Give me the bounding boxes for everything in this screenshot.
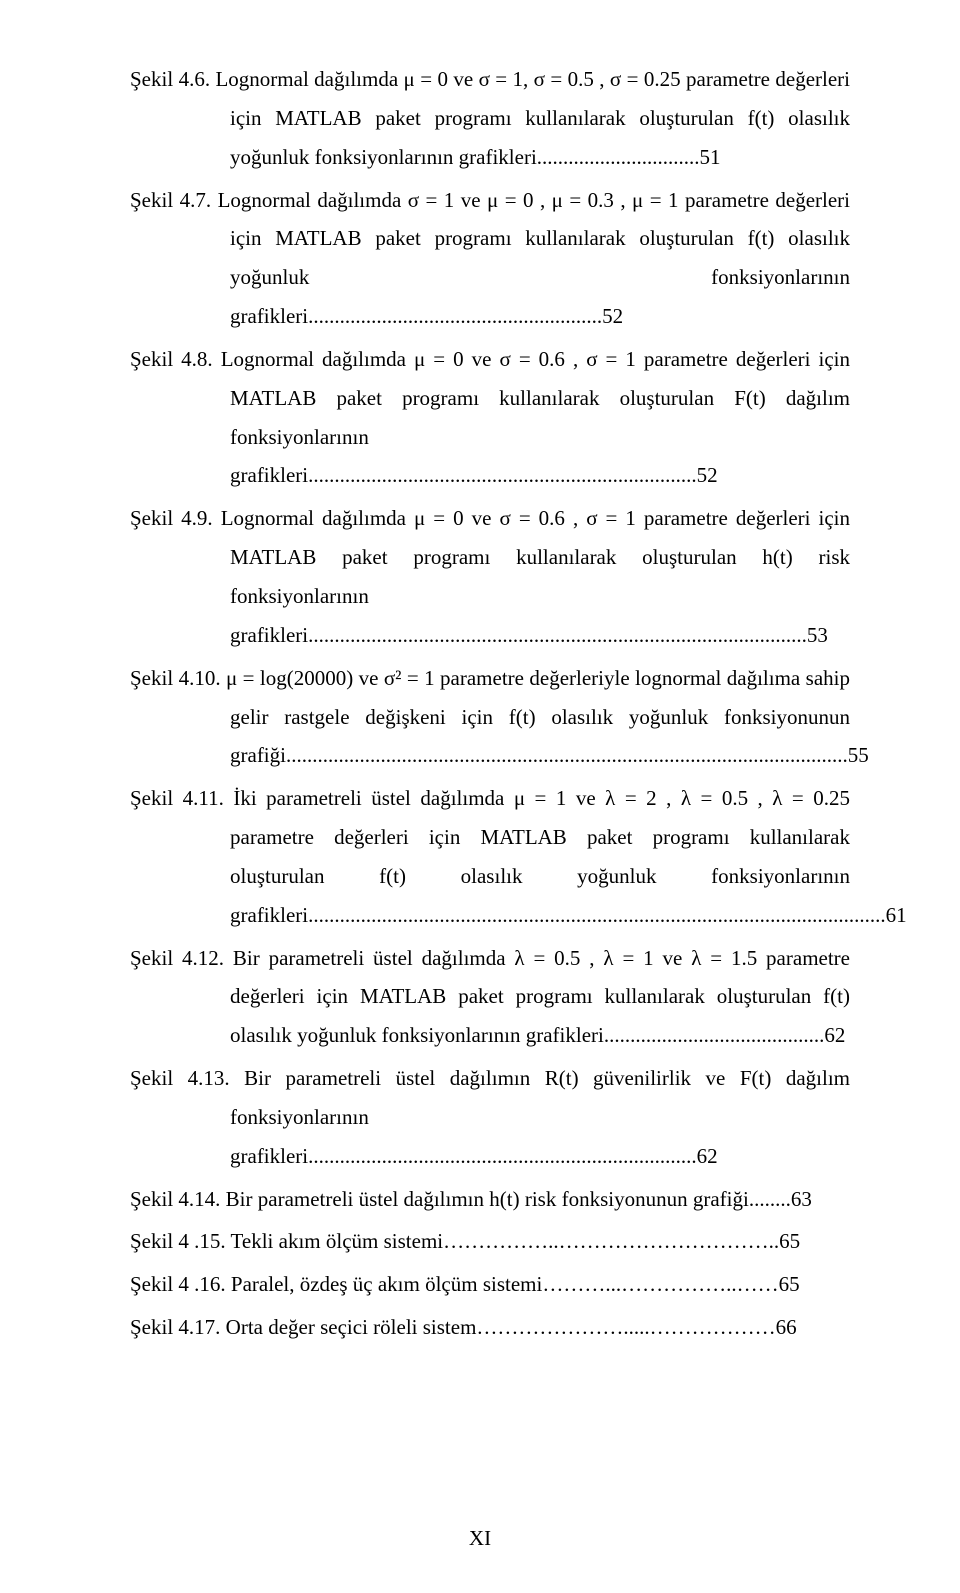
page: Şekil 4.6. Lognormal dağılımda μ = 0 ve … xyxy=(0,0,960,1593)
figure-entry: Şekil 4.10. μ = log(20000) ve σ² = 1 par… xyxy=(130,659,850,776)
figure-entry: Şekil 4.13. Bir parametreli üstel dağılı… xyxy=(130,1059,850,1176)
figure-entry: Şekil 4.9. Lognormal dağılımda μ = 0 ve … xyxy=(130,499,850,654)
figure-entry: Şekil 4.12. Bir parametreli üstel dağılı… xyxy=(130,939,850,1056)
figure-entry: Şekil 4.6. Lognormal dağılımda μ = 0 ve … xyxy=(130,60,850,177)
figure-entry: Şekil 4.17. Orta değer seçici röleli sis… xyxy=(130,1308,850,1347)
figure-entry: Şekil 4 .16. Paralel, özdeş üç akım ölçü… xyxy=(130,1265,850,1304)
figure-entry: Şekil 4.14. Bir parametreli üstel dağılı… xyxy=(130,1180,850,1219)
figure-entry: Şekil 4.11. İki parametreli üstel dağılı… xyxy=(130,779,850,934)
page-number: XI xyxy=(0,1526,960,1551)
figure-entry: Şekil 4.8. Lognormal dağılımda μ = 0 ve … xyxy=(130,340,850,495)
figure-list: Şekil 4.6. Lognormal dağılımda μ = 0 ve … xyxy=(130,60,850,1347)
figure-entry: Şekil 4.7. Lognormal dağılımda σ = 1 ve … xyxy=(130,181,850,336)
figure-entry: Şekil 4 .15. Tekli akım ölçüm sistemi………… xyxy=(130,1222,850,1261)
